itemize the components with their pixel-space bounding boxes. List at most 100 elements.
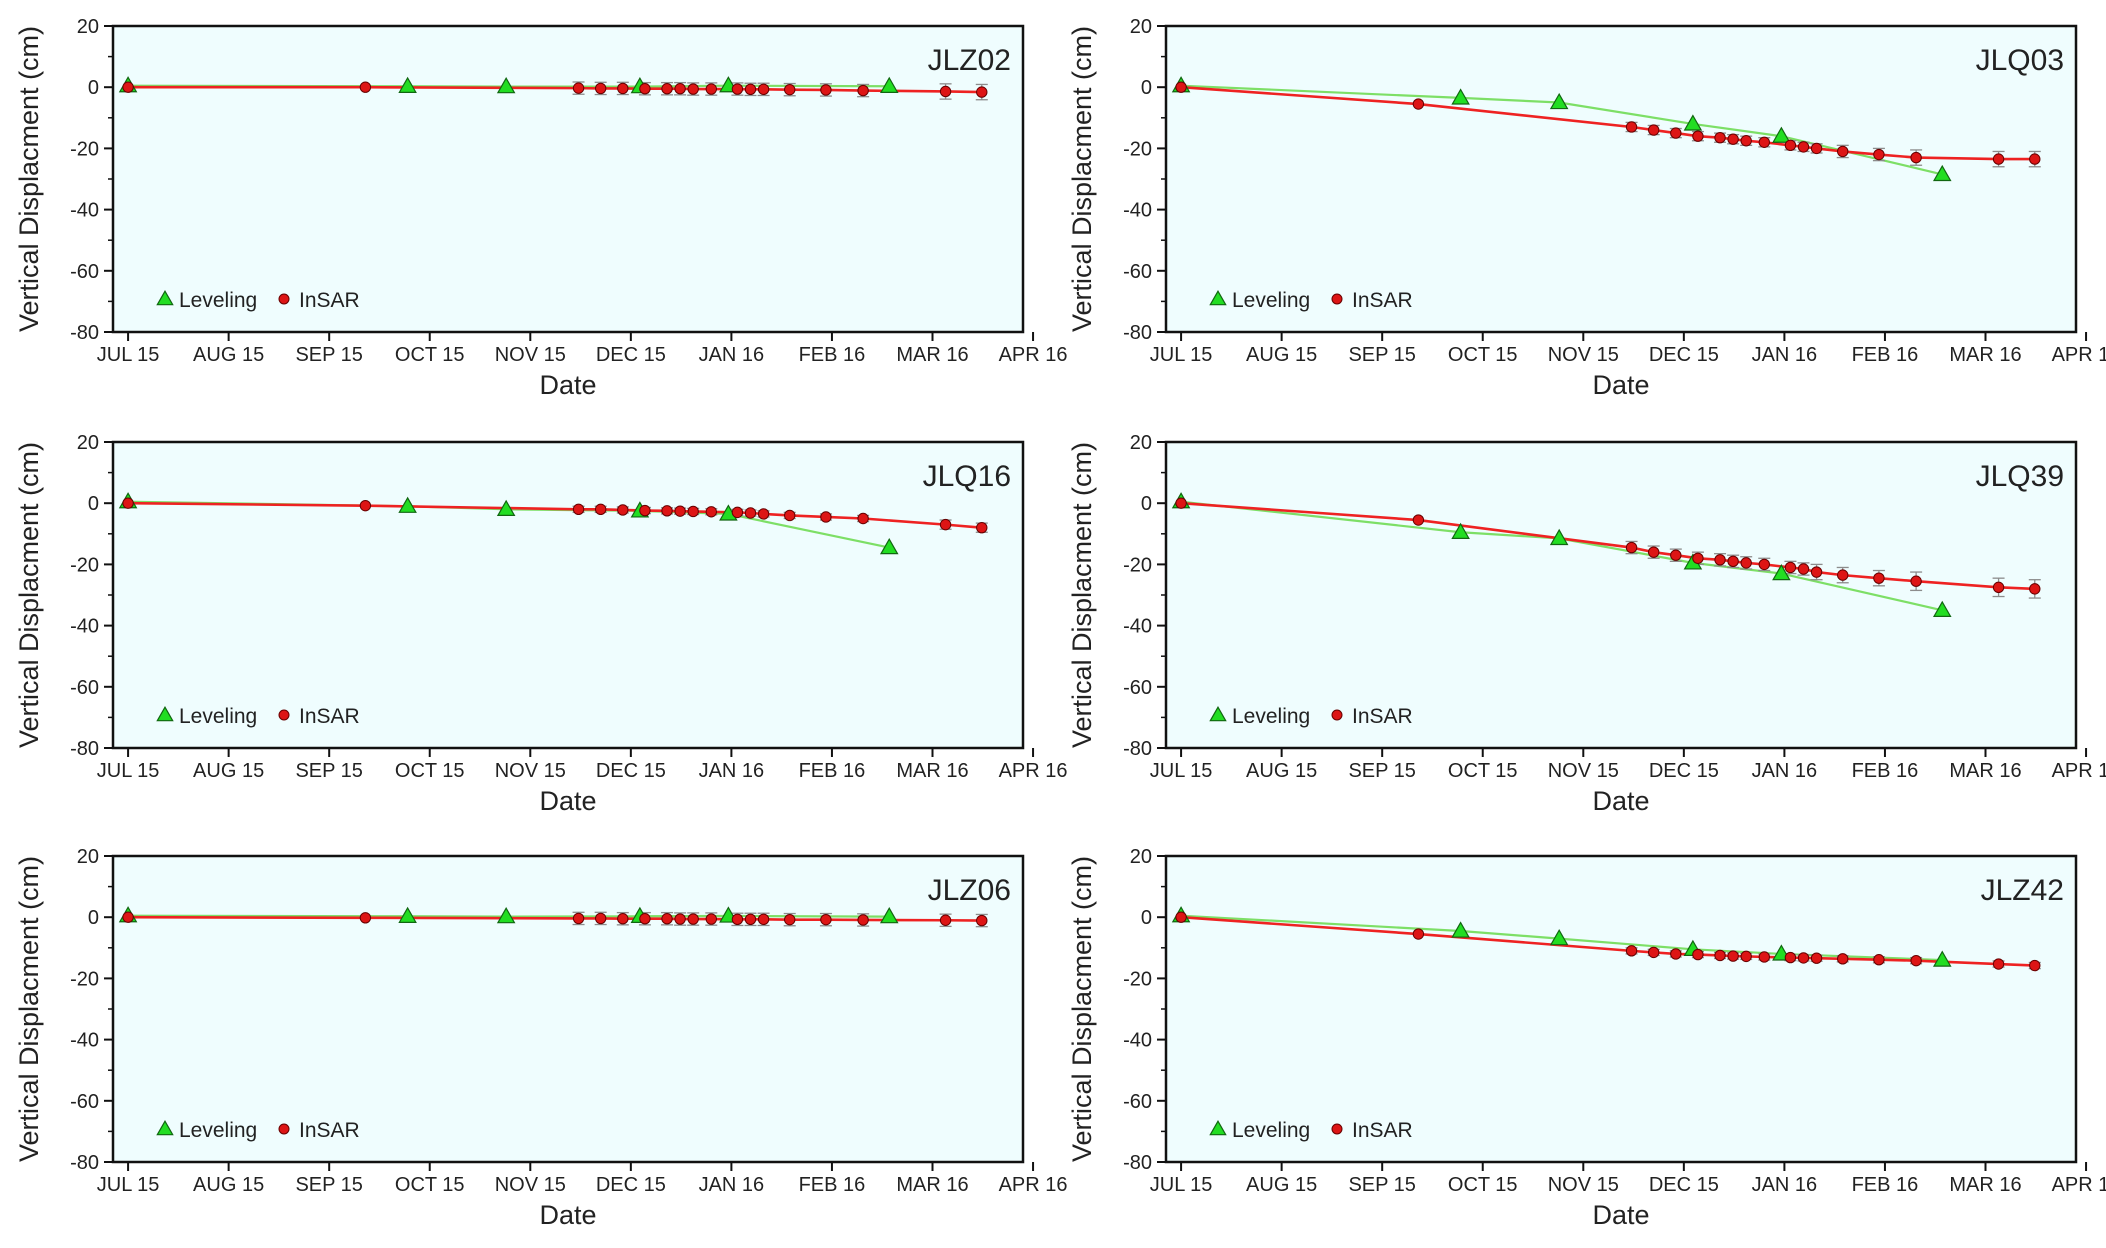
x-tick-label: AUG 15 bbox=[1246, 1174, 1317, 1196]
insar-point bbox=[1670, 948, 1682, 960]
insar-point bbox=[594, 912, 607, 925]
insar-point bbox=[1727, 950, 1739, 962]
insar-point bbox=[1714, 554, 1726, 566]
insar-point bbox=[687, 505, 699, 518]
y-axis-title: Vertical Displacment (cm) bbox=[14, 856, 44, 1162]
insar-point bbox=[1837, 953, 1849, 965]
plot-area bbox=[113, 442, 1023, 748]
x-tick-label: FEB 16 bbox=[1852, 760, 1919, 782]
insar-point bbox=[939, 914, 952, 926]
insar-point bbox=[617, 913, 629, 925]
legend-leveling-label: Leveling bbox=[179, 705, 257, 728]
x-axis-title: Date bbox=[1592, 786, 1649, 816]
x-tick-label: NOV 15 bbox=[1548, 344, 1619, 366]
x-tick-label: AUG 15 bbox=[193, 344, 264, 366]
x-axis-title: Date bbox=[539, 1200, 596, 1230]
insar-point bbox=[731, 913, 744, 926]
x-tick-label: JAN 16 bbox=[1752, 344, 1818, 366]
y-tick-label: -80 bbox=[1123, 738, 1152, 760]
insar-point bbox=[744, 507, 757, 519]
station-label: JLQ39 bbox=[1976, 460, 2064, 493]
leveling-point bbox=[496, 77, 516, 94]
x-tick-label: FEB 16 bbox=[799, 344, 866, 366]
insar-point bbox=[1784, 951, 1797, 964]
insar-point bbox=[687, 83, 699, 95]
x-tick-label: JAN 16 bbox=[1752, 760, 1818, 782]
leveling-point bbox=[1451, 88, 1470, 105]
insar-point bbox=[1992, 958, 2005, 970]
insar-point bbox=[1784, 561, 1797, 574]
plot-frame bbox=[1164, 440, 2078, 750]
insar-point bbox=[784, 509, 796, 522]
insar-point bbox=[705, 506, 717, 518]
x-tick-label: JUL 15 bbox=[97, 344, 160, 366]
x-tick-label: JUL 15 bbox=[97, 1174, 160, 1196]
leveling-point bbox=[496, 907, 516, 924]
insar-point bbox=[1837, 145, 1849, 158]
x-tick-label: NOV 15 bbox=[495, 760, 566, 782]
y-tick-label: 20 bbox=[77, 432, 99, 454]
x-tick-label: JUL 15 bbox=[97, 760, 160, 782]
insar-point bbox=[1797, 952, 1810, 964]
insar-point bbox=[1740, 135, 1752, 147]
legend-leveling-marker bbox=[1209, 705, 1227, 722]
leveling-point bbox=[1772, 564, 1791, 581]
insar-point bbox=[122, 81, 134, 93]
y-tick-label: -60 bbox=[70, 261, 99, 283]
y-tick-label: -20 bbox=[1123, 554, 1152, 576]
insar-point bbox=[1758, 951, 1770, 963]
insar-point bbox=[2029, 959, 2041, 972]
station-label: JLQ16 bbox=[923, 460, 1011, 493]
insar-point bbox=[359, 912, 372, 924]
x-tick-label: DEC 15 bbox=[1649, 760, 1719, 782]
insar-point bbox=[1758, 558, 1770, 571]
insar-point bbox=[820, 913, 832, 926]
legend-insar-marker bbox=[1331, 709, 1343, 721]
y-tick-label: -80 bbox=[70, 738, 99, 760]
insar-point bbox=[1647, 546, 1660, 558]
insar-point bbox=[1910, 151, 1922, 164]
insar-point bbox=[1873, 148, 1885, 161]
insar-point bbox=[639, 913, 651, 925]
insar-point bbox=[1412, 514, 1425, 526]
insar-point bbox=[1992, 153, 2005, 165]
y-axis-title: Vertical Displacment (cm) bbox=[1067, 442, 1097, 748]
x-tick-label: APR 16 bbox=[2052, 760, 2106, 782]
x-tick-label: SEP 15 bbox=[1348, 760, 1415, 782]
x-tick-label: JUL 15 bbox=[1150, 344, 1213, 366]
leveling-point bbox=[1549, 929, 1569, 946]
x-tick-label: OCT 15 bbox=[1448, 1174, 1518, 1196]
leveling-point bbox=[1451, 921, 1470, 938]
insar-point bbox=[744, 83, 757, 96]
x-tick-label: NOV 15 bbox=[495, 344, 566, 366]
x-tick-label: MAR 16 bbox=[896, 344, 968, 366]
y-tick-label: -80 bbox=[1123, 322, 1152, 344]
x-tick-label: JUL 15 bbox=[1150, 760, 1213, 782]
insar-point bbox=[359, 499, 372, 512]
x-tick-label: APR 16 bbox=[999, 760, 1068, 782]
x-tick-label: AUG 15 bbox=[193, 760, 264, 782]
y-tick-label: 0 bbox=[1141, 907, 1152, 929]
plot-area bbox=[113, 26, 1023, 332]
x-tick-label: SEP 15 bbox=[295, 1174, 362, 1196]
x-tick-label: DEC 15 bbox=[596, 344, 666, 366]
x-tick-label: MAR 16 bbox=[1949, 344, 2021, 366]
station-label: JLQ03 bbox=[1976, 44, 2064, 77]
x-tick-label: MAR 16 bbox=[896, 1174, 968, 1196]
x-tick-label: OCT 15 bbox=[1448, 344, 1518, 366]
insar-point bbox=[1740, 557, 1752, 569]
x-tick-label: JAN 16 bbox=[699, 760, 765, 782]
x-tick-label: AUG 15 bbox=[1246, 344, 1317, 366]
insar-point bbox=[976, 521, 988, 534]
x-tick-label: JAN 16 bbox=[699, 344, 765, 366]
y-tick-label: -20 bbox=[70, 968, 99, 990]
insar-point bbox=[639, 83, 651, 95]
x-tick-label: NOV 15 bbox=[495, 1174, 566, 1196]
y-tick-label: 20 bbox=[77, 846, 99, 868]
y-tick-label: 20 bbox=[77, 16, 99, 38]
insar-point bbox=[976, 914, 988, 927]
legend-leveling-marker bbox=[1209, 1119, 1227, 1136]
leveling-point bbox=[1932, 600, 1952, 617]
plot-area bbox=[1166, 26, 2076, 332]
